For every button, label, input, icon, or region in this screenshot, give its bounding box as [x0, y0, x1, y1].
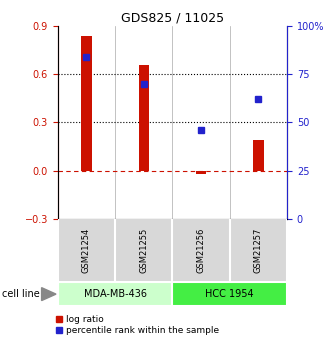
Text: GSM21256: GSM21256 — [197, 227, 206, 273]
Bar — [139, 65, 149, 171]
Legend: log ratio, percentile rank within the sample: log ratio, percentile rank within the sa… — [56, 315, 219, 335]
Text: cell line: cell line — [2, 289, 39, 299]
Bar — [81, 36, 92, 171]
Text: HCC 1954: HCC 1954 — [206, 289, 254, 299]
Title: GDS825 / 11025: GDS825 / 11025 — [121, 12, 224, 25]
Bar — [196, 171, 206, 174]
Bar — [172, 283, 287, 306]
Text: GSM21255: GSM21255 — [139, 227, 148, 273]
Text: GSM21254: GSM21254 — [82, 227, 91, 273]
Polygon shape — [42, 288, 56, 300]
Bar — [58, 283, 172, 306]
Text: MDA-MB-436: MDA-MB-436 — [83, 289, 147, 299]
Text: GSM21257: GSM21257 — [254, 227, 263, 273]
Bar — [253, 140, 264, 171]
